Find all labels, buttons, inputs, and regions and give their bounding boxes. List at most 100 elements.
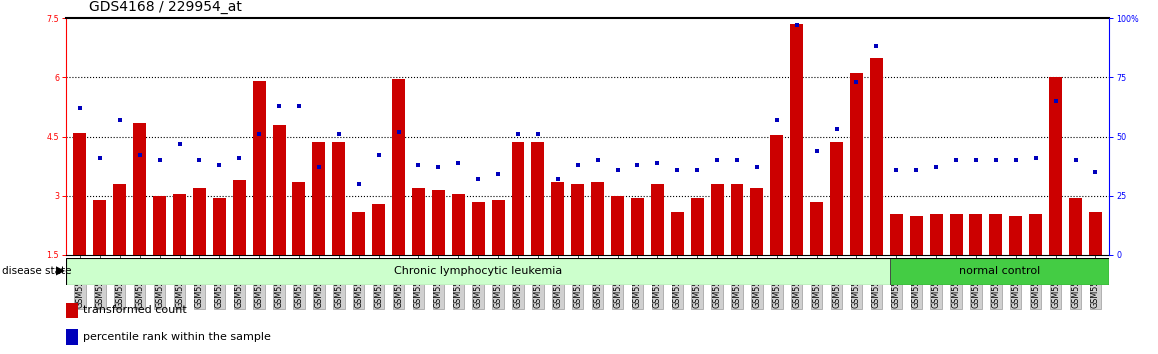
- Text: ▶: ▶: [56, 265, 65, 278]
- Bar: [352, 212, 365, 255]
- Bar: [750, 188, 763, 255]
- Point: [708, 158, 726, 163]
- Bar: [293, 182, 306, 255]
- Bar: [66, 303, 78, 318]
- Bar: [1029, 213, 1042, 255]
- Point: [210, 162, 228, 168]
- Point: [71, 105, 89, 111]
- Point: [787, 22, 806, 28]
- Bar: [850, 73, 863, 255]
- Point: [887, 167, 906, 172]
- Point: [1067, 158, 1085, 163]
- Text: disease state: disease state: [2, 267, 72, 276]
- Point: [350, 181, 368, 187]
- Point: [430, 165, 448, 170]
- Point: [688, 167, 706, 172]
- Point: [987, 158, 1005, 163]
- Bar: [910, 216, 923, 255]
- Point: [848, 79, 866, 85]
- Bar: [1069, 198, 1082, 255]
- Point: [867, 44, 886, 49]
- Point: [668, 167, 687, 172]
- Bar: [73, 132, 87, 255]
- Bar: [930, 213, 943, 255]
- Bar: [532, 142, 544, 255]
- Bar: [631, 198, 644, 255]
- Bar: [153, 196, 166, 255]
- Bar: [412, 188, 425, 255]
- Point: [469, 176, 488, 182]
- Point: [270, 103, 288, 109]
- Point: [727, 158, 746, 163]
- Point: [151, 158, 169, 163]
- Bar: [592, 182, 604, 255]
- Bar: [133, 123, 146, 255]
- Point: [489, 172, 507, 177]
- Point: [549, 176, 567, 182]
- Bar: [950, 213, 962, 255]
- Point: [588, 158, 607, 163]
- Bar: [690, 198, 704, 255]
- Bar: [1010, 216, 1023, 255]
- Point: [967, 158, 985, 163]
- Point: [1006, 158, 1025, 163]
- Bar: [969, 213, 982, 255]
- Point: [1026, 155, 1045, 161]
- Bar: [66, 258, 891, 285]
- Point: [369, 153, 388, 158]
- Point: [90, 155, 109, 161]
- Bar: [432, 190, 445, 255]
- Point: [290, 103, 308, 109]
- Point: [748, 165, 767, 170]
- Bar: [94, 200, 107, 255]
- Text: Chronic lymphocytic leukemia: Chronic lymphocytic leukemia: [394, 267, 563, 276]
- Point: [907, 167, 925, 172]
- Bar: [651, 184, 664, 255]
- Point: [309, 165, 328, 170]
- Bar: [272, 125, 286, 255]
- Point: [409, 162, 427, 168]
- Point: [389, 129, 408, 135]
- Point: [1086, 169, 1105, 175]
- Bar: [113, 184, 126, 255]
- Point: [569, 162, 587, 168]
- Point: [131, 153, 149, 158]
- Bar: [252, 81, 265, 255]
- Point: [807, 148, 826, 154]
- Point: [330, 131, 349, 137]
- Point: [648, 160, 667, 165]
- Bar: [571, 184, 584, 255]
- Bar: [891, 258, 1109, 285]
- Bar: [731, 184, 743, 255]
- Point: [768, 117, 786, 123]
- Bar: [830, 142, 843, 255]
- Point: [230, 155, 249, 161]
- Bar: [870, 57, 882, 255]
- Bar: [770, 135, 783, 255]
- Point: [608, 167, 626, 172]
- Point: [110, 117, 129, 123]
- Bar: [193, 188, 206, 255]
- Bar: [66, 329, 78, 344]
- Bar: [512, 142, 525, 255]
- Bar: [332, 142, 345, 255]
- Bar: [471, 202, 485, 255]
- Bar: [372, 204, 386, 255]
- Bar: [393, 79, 405, 255]
- Point: [529, 131, 548, 137]
- Bar: [711, 184, 724, 255]
- Point: [190, 158, 208, 163]
- Bar: [611, 196, 624, 255]
- Bar: [492, 200, 505, 255]
- Bar: [452, 194, 464, 255]
- Point: [628, 162, 646, 168]
- Point: [926, 165, 945, 170]
- Bar: [1049, 77, 1062, 255]
- Bar: [213, 198, 226, 255]
- Text: normal control: normal control: [959, 267, 1041, 276]
- Text: transformed count: transformed count: [83, 306, 188, 315]
- Bar: [551, 182, 564, 255]
- Point: [508, 131, 527, 137]
- Text: GDS4168 / 229954_at: GDS4168 / 229954_at: [89, 0, 242, 15]
- Bar: [811, 202, 823, 255]
